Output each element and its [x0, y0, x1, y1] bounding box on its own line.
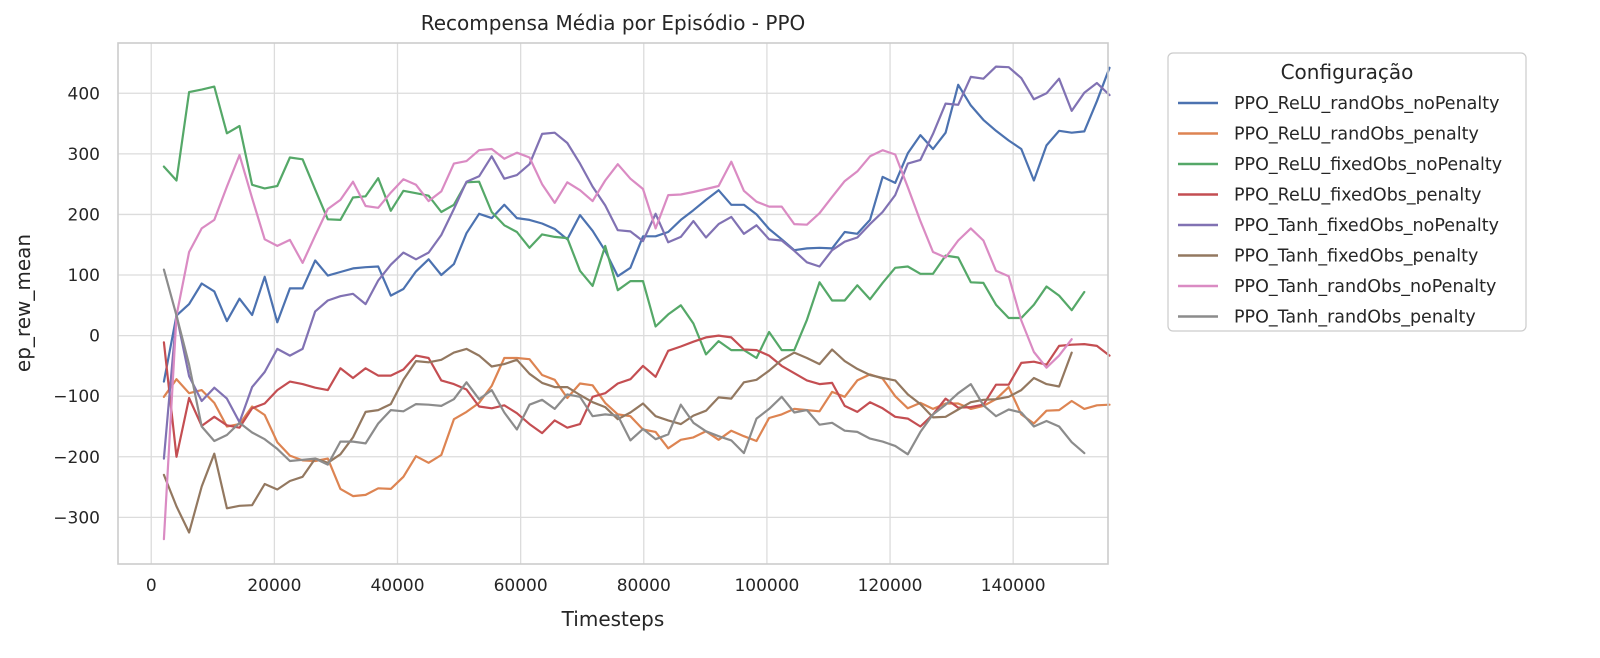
- y-axis-title: ep_rew_mean: [11, 234, 35, 372]
- legend-label: PPO_ReLU_fixedObs_noPenalty: [1234, 155, 1502, 175]
- y-tick-label: 0: [89, 327, 100, 347]
- x-tick-label: 20000: [247, 576, 301, 596]
- x-tick-label: 120000: [858, 576, 923, 596]
- chart-title: Recompensa Média por Episódio - PPO: [421, 11, 806, 35]
- y-tick-label: −300: [53, 508, 100, 528]
- legend-label: PPO_Tanh_fixedObs_noPenalty: [1234, 216, 1499, 236]
- x-tick-label: 80000: [617, 576, 671, 596]
- legend-frame: [1167, 52, 1527, 332]
- legend-label: PPO_Tanh_randObs_noPenalty: [1234, 277, 1496, 297]
- series-line-8: [162, 268, 1086, 466]
- x-tick-labels: 0 20000 40000 60000 80000 100000 120000 140000: [146, 576, 1046, 596]
- series-line-6: [162, 347, 1073, 534]
- x-tick-label: 140000: [981, 576, 1046, 596]
- legend-items: PPO_ReLU_randObs_noPenalty PPO_ReLU_randO…: [1178, 94, 1502, 328]
- series-line-7: [162, 147, 1073, 541]
- series-line-1: [162, 66, 1111, 383]
- y-tick-label: 300: [68, 145, 100, 165]
- y-tick-label: −100: [53, 387, 100, 407]
- x-tick-label: 60000: [494, 576, 548, 596]
- series-line-2: [162, 356, 1111, 498]
- plot-frame: [117, 42, 1109, 565]
- series-line-4: [162, 334, 1111, 458]
- legend-label: PPO_ReLU_fixedObs_penalty: [1234, 186, 1481, 206]
- y-tick-label: 100: [68, 266, 100, 286]
- legend-label: PPO_ReLU_randObs_penalty: [1234, 125, 1479, 145]
- legend-label: PPO_ReLU_randObs_noPenalty: [1234, 94, 1499, 114]
- x-tick-label: 100000: [734, 576, 799, 596]
- legend-label: PPO_Tanh_randObs_penalty: [1234, 308, 1476, 328]
- y-tick-labels: −300 −200 −100 0 100 200 300 400: [53, 84, 100, 528]
- legend-title: Configuração: [1281, 60, 1414, 84]
- legend: Configuração PPO_ReLU_randObs_noPenaltyP…: [1167, 52, 1527, 332]
- legend-label: PPO_Tanh_fixedObs_penalty: [1234, 247, 1478, 267]
- y-tick-label: −200: [53, 448, 100, 468]
- x-axis-title: Timesteps: [561, 607, 665, 631]
- series-group: [162, 65, 1111, 541]
- series-line-5: [162, 65, 1111, 460]
- y-tick-label: 400: [68, 84, 100, 104]
- y-tick-label: 200: [68, 205, 100, 225]
- x-tick-label: 40000: [370, 576, 424, 596]
- series-line-3: [162, 85, 1086, 360]
- x-tick-label: 0: [146, 576, 157, 596]
